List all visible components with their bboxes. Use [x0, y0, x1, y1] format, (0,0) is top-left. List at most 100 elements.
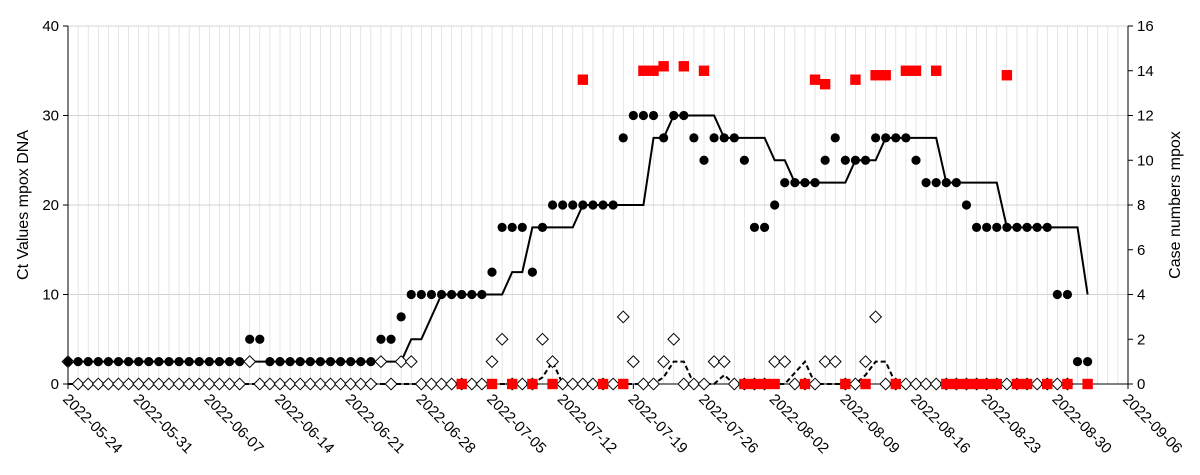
- case-diamond-marker: [354, 377, 368, 391]
- ct-value-square: [850, 74, 861, 85]
- x-tick-label: 2022-06-07: [201, 391, 267, 457]
- x-tick-label: 2022-08-23: [978, 391, 1044, 457]
- case-count-dot: [992, 222, 1002, 232]
- case-diamond-marker: [647, 377, 661, 391]
- case-count-dot: [477, 289, 487, 300]
- case-count-dot: [1022, 222, 1032, 232]
- ct-value-square: [880, 70, 891, 81]
- case-diamond-marker: [859, 355, 873, 369]
- case-diamond-marker: [152, 377, 166, 391]
- case-diamond-marker: [223, 377, 237, 391]
- case-diamond-marker: [445, 377, 459, 391]
- case-count-dot: [517, 222, 527, 232]
- x-tick-label: 2022-07-05: [483, 391, 549, 457]
- ct-value-square: [698, 65, 710, 76]
- dashed-moving-average-line: [68, 359, 1068, 385]
- ct-value-square: [1021, 378, 1033, 390]
- case-count-dot: [63, 357, 73, 367]
- case-count-dot: [235, 357, 245, 367]
- case-count-dot: [790, 178, 800, 188]
- case-count-dot: [608, 200, 618, 210]
- case-count-dot: [265, 357, 275, 367]
- y-right-tick-label: 8: [1137, 197, 1145, 214]
- case-diamond-marker: [788, 377, 802, 391]
- case-count-dot: [638, 110, 649, 121]
- case-diamond-marker: [566, 377, 580, 391]
- case-count-dot: [860, 155, 871, 165]
- x-tick-label: 2022-07-26: [695, 391, 761, 457]
- ct-value-square: [799, 378, 811, 390]
- case-diamond-marker: [1030, 377, 1044, 391]
- case-count-dot: [699, 155, 709, 165]
- case-count-dot: [447, 289, 457, 300]
- case-diamond-marker: [475, 377, 489, 391]
- case-diamond-marker: [1000, 377, 1014, 391]
- x-tick-label: 2022-08-09: [837, 391, 903, 457]
- case-diamond-marker: [677, 377, 691, 391]
- case-count-dot: [507, 222, 517, 232]
- case-count-dot: [1002, 222, 1012, 232]
- case-diamond-marker: [394, 355, 408, 369]
- case-diamond-marker: [263, 377, 277, 391]
- case-count-dot: [204, 357, 214, 367]
- case-count-dot: [820, 155, 830, 165]
- case-count-dot: [224, 357, 235, 367]
- case-count-dot: [810, 178, 820, 188]
- case-diamond-marker: [899, 377, 913, 391]
- case-diamond-marker: [1050, 377, 1064, 391]
- case-count-dot: [164, 357, 174, 367]
- case-diamond-marker: [313, 377, 327, 391]
- case-count-dot: [335, 357, 346, 367]
- case-diamond-marker: [273, 377, 287, 391]
- case-diamond-marker: [586, 377, 600, 391]
- ct-value-square: [456, 378, 467, 390]
- case-count-dot: [305, 357, 315, 367]
- case-count-dot: [386, 334, 396, 344]
- case-count-dot: [618, 133, 628, 143]
- case-diamond-marker: [212, 377, 226, 391]
- case-count-dot: [1062, 289, 1073, 300]
- case-count-dot: [648, 110, 659, 121]
- case-diamond-marker: [465, 377, 479, 391]
- case-count-dot: [739, 155, 749, 165]
- case-count-dot: [840, 155, 850, 165]
- ct-value-square: [951, 378, 962, 390]
- case-diamond-marker: [515, 377, 529, 391]
- ct-value-square: [486, 378, 498, 390]
- ct-value-square: [648, 65, 659, 76]
- case-diamond-marker: [162, 377, 176, 391]
- case-count-dot: [669, 110, 679, 121]
- case-diamond-marker: [344, 377, 358, 391]
- series-lines: [68, 114, 1089, 385]
- ct-value-square: [870, 70, 881, 81]
- ct-value-square: [809, 74, 821, 85]
- case-diamond-marker: [132, 377, 146, 391]
- case-diamond-marker: [323, 377, 337, 391]
- case-count-dot: [416, 289, 426, 300]
- case-diamond-marker: [71, 377, 85, 391]
- case-diamond-marker: [636, 377, 650, 391]
- ct-value-square: [961, 378, 972, 390]
- case-count-dot: [154, 357, 164, 367]
- case-count-dot: [1042, 222, 1052, 232]
- y-left-tick-label: 10: [42, 287, 59, 304]
- x-tick-label: 2022-08-16: [907, 391, 973, 457]
- ct-value-square: [547, 378, 558, 390]
- case-diamond-marker: [727, 377, 741, 391]
- case-diamond-marker: [435, 377, 449, 391]
- case-diamond-marker: [233, 377, 247, 391]
- y-right-tick-label: 10: [1137, 152, 1154, 169]
- case-count-dot: [1083, 357, 1093, 367]
- case-diamond-marker: [808, 377, 822, 391]
- case-count-dot: [901, 133, 911, 143]
- y-right-tick-label: 12: [1137, 108, 1154, 125]
- case-count-dot: [1052, 289, 1062, 300]
- case-count-dot: [689, 133, 699, 143]
- case-count-dot: [144, 357, 154, 367]
- case-count-dot: [982, 222, 992, 232]
- case-diamond-marker: [626, 355, 640, 369]
- case-count-dot: [709, 133, 719, 143]
- x-tick-label: 2022-05-24: [59, 391, 125, 457]
- ct-value-square: [941, 378, 952, 390]
- x-tick-label: 2022-07-12: [554, 391, 620, 457]
